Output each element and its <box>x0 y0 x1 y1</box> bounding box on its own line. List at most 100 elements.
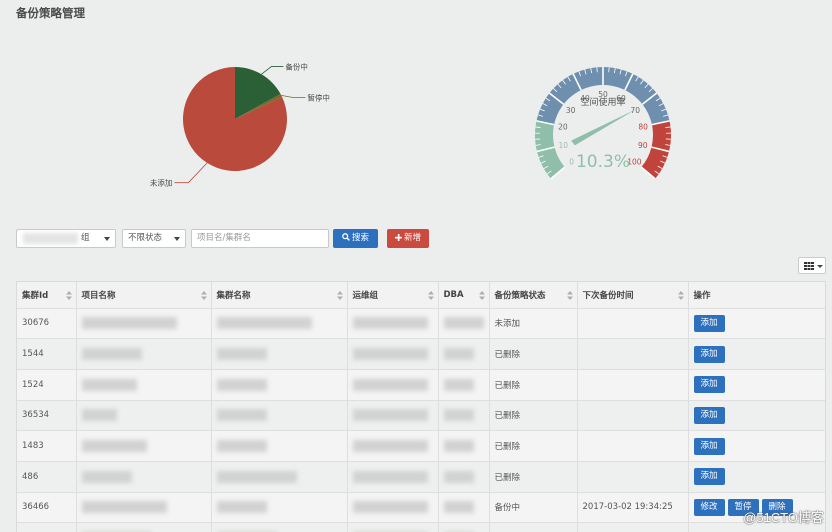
redacted-value <box>443 378 474 391</box>
gauge-tick <box>661 108 667 112</box>
gauge-tick <box>584 69 587 75</box>
row-action-button[interactable]: 添加 <box>693 345 725 363</box>
backup-policy-table: 集群Id 项目名称 集群名称 运维组 DBA 备份策略状态 下次备份时间 操作 30676 未添… <box>16 281 826 532</box>
redacted-value <box>352 317 428 330</box>
dba-cell <box>438 461 490 493</box>
column-header[interactable]: 运维组 <box>347 282 439 309</box>
gauge-band <box>535 120 565 179</box>
add-button-label: 新增 <box>403 233 421 243</box>
table-row: 30676 未添加 添加 <box>17 308 825 340</box>
gauge-tick <box>665 144 671 146</box>
ops-group-cell <box>347 400 439 432</box>
column-header-label: DBA <box>443 289 464 300</box>
row-action-button[interactable]: 添加 <box>693 437 725 455</box>
redacted-value <box>443 470 474 483</box>
row-action-button[interactable]: 删除 <box>761 498 793 516</box>
table-row: 1524 已删除 添加 <box>17 369 825 401</box>
ops-group-cell <box>347 338 439 370</box>
redacted-value <box>81 409 117 422</box>
dba-cell <box>438 369 490 401</box>
dba-cell <box>438 308 490 340</box>
project-name-cell <box>76 522 212 532</box>
cluster-name-cell <box>211 369 348 401</box>
gauge-tick <box>535 126 541 128</box>
search-input-placeholder: 项目名/集群名 <box>197 233 251 243</box>
row-action-button[interactable]: 暂停 <box>727 498 759 516</box>
dba-cell <box>438 430 490 462</box>
ops-group-cell <box>347 369 439 401</box>
group-select[interactable]: 组 <box>16 229 116 248</box>
column-header[interactable]: 集群名称 <box>211 282 348 309</box>
column-header[interactable]: 项目名称 <box>76 282 212 309</box>
column-header-label: 运维组 <box>352 290 379 301</box>
pie-slice-label: 备份中 <box>285 62 308 72</box>
pie-leader-line <box>261 66 284 75</box>
gauge-tick-label: 20 <box>558 122 568 131</box>
gauge-tick-label: 0 <box>569 157 574 166</box>
operations-cell: 添加 <box>688 369 825 401</box>
project-name-cell <box>76 308 212 340</box>
operations-cell: 添加 <box>688 461 825 493</box>
cluster-id-cell: 36466 <box>17 492 77 524</box>
column-header-label: 下次备份时间 <box>582 290 634 301</box>
project-name-cell <box>76 492 212 524</box>
redacted-value <box>443 317 484 330</box>
gauge-tick <box>663 114 669 117</box>
gauge-tick <box>648 88 653 93</box>
gauge-band <box>641 120 671 179</box>
column-header[interactable]: 备份策略状态 <box>489 282 578 309</box>
column-header-label: 操作 <box>693 290 711 301</box>
next-backup-time-cell <box>577 430 689 462</box>
gauge-tick <box>660 160 666 164</box>
search-input[interactable]: 项目名/集群名 <box>191 229 329 248</box>
next-backup-time-cell <box>577 461 689 493</box>
column-header[interactable]: 集群Id <box>17 282 77 309</box>
row-action-button[interactable]: 添加 <box>693 376 725 394</box>
redacted-value <box>216 440 267 453</box>
search-button[interactable]: 搜索 <box>333 229 378 248</box>
gauge-tick-label: 30 <box>566 106 576 115</box>
row-action-button[interactable]: 添加 <box>693 406 725 424</box>
column-header[interactable]: DBA <box>438 282 490 309</box>
columns-toggle-button[interactable] <box>798 257 826 274</box>
table-row: 486 已删除 添加 <box>17 461 825 493</box>
gauge-tick-label: 50 <box>598 90 608 99</box>
gauge-tick <box>635 76 639 82</box>
page-title: 备份策略管理 <box>16 6 85 20</box>
ops-group-cell <box>347 461 439 493</box>
row-action-button[interactable]: 添加 <box>693 314 725 332</box>
row-action-button[interactable]: 添加 <box>693 468 725 486</box>
redacted-value <box>81 440 147 453</box>
table-row: 36534 已删除 添加 <box>17 400 825 432</box>
gauge-tick <box>640 166 656 180</box>
cluster-name-cell <box>211 522 348 532</box>
operations-cell: 添加 <box>688 400 825 432</box>
gauge-band <box>536 67 670 125</box>
dba-cell <box>438 338 490 370</box>
pie-slice-label: 未添加 <box>150 178 173 188</box>
add-button[interactable]: 新增 <box>387 229 429 248</box>
gauge-tick <box>657 165 663 169</box>
table-row: 1483 已删除 添加 <box>17 430 825 462</box>
sort-icon <box>566 291 573 300</box>
dba-cell <box>438 522 490 532</box>
gauge-tick-label: 60 <box>616 94 626 103</box>
gauge-tick <box>651 120 670 126</box>
row-action-button[interactable]: 修改 <box>693 498 725 516</box>
gauge-tick <box>613 68 616 74</box>
sort-icon <box>200 291 207 300</box>
sort-icon <box>427 291 434 300</box>
gauge-tick-label: 100 <box>627 157 642 166</box>
project-name-cell <box>76 430 212 462</box>
policy-status-cell: 已删除 <box>489 430 578 462</box>
ops-group-cell <box>347 492 439 524</box>
next-backup-time-cell <box>577 369 689 401</box>
column-header[interactable]: 下次备份时间 <box>577 282 689 309</box>
cluster-id-cell: 486 <box>17 461 77 493</box>
ops-group-cell <box>347 308 439 340</box>
pie-slice-label: 暂停中 <box>307 93 330 103</box>
next-backup-time-cell <box>577 308 689 340</box>
gauge-tick <box>539 108 545 112</box>
redacted-value <box>81 348 142 361</box>
status-select[interactable]: 不限状态 <box>122 229 186 248</box>
